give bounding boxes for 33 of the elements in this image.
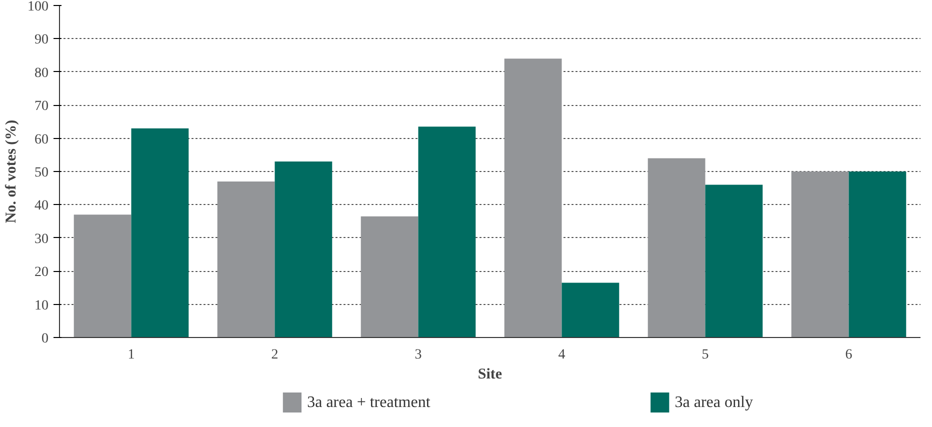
bar xyxy=(848,172,906,338)
y-tick-label: 90 xyxy=(34,32,48,48)
y-axis-title: No. of votes (%) xyxy=(4,120,20,224)
bar xyxy=(562,282,620,338)
legend-label: 3a area only xyxy=(674,394,753,411)
bar xyxy=(791,172,849,338)
legend-label: 3a area + treatment xyxy=(307,394,431,411)
x-tick-label: 2 xyxy=(271,348,278,362)
x-tick-label: 1 xyxy=(128,348,135,362)
y-tick-label: 50 xyxy=(34,166,48,180)
y-tick-label: 20 xyxy=(34,265,48,280)
x-tick-label: 5 xyxy=(702,348,709,362)
x-tick-label: 3 xyxy=(414,348,422,362)
x-axis-title: Site xyxy=(478,366,502,382)
y-tick-label: 80 xyxy=(34,66,48,81)
bar xyxy=(705,184,763,338)
bar xyxy=(274,162,332,338)
bar xyxy=(418,126,476,338)
y-tick-label: 0 xyxy=(42,332,48,346)
y-tick-label: 40 xyxy=(34,198,48,214)
y-tick-label: 70 xyxy=(34,99,48,114)
bar xyxy=(504,58,562,338)
y-tick-label: 100 xyxy=(28,0,48,14)
bar xyxy=(74,214,132,338)
y-tick-label: 60 xyxy=(34,132,48,148)
bar xyxy=(131,128,189,338)
x-tick-label: 4 xyxy=(558,348,566,362)
bar xyxy=(648,158,706,338)
bar xyxy=(217,181,275,338)
bar xyxy=(360,216,418,338)
y-tick-label: 10 xyxy=(34,298,48,314)
y-tick-label: 30 xyxy=(34,232,48,247)
x-tick-label: 6 xyxy=(845,348,852,362)
